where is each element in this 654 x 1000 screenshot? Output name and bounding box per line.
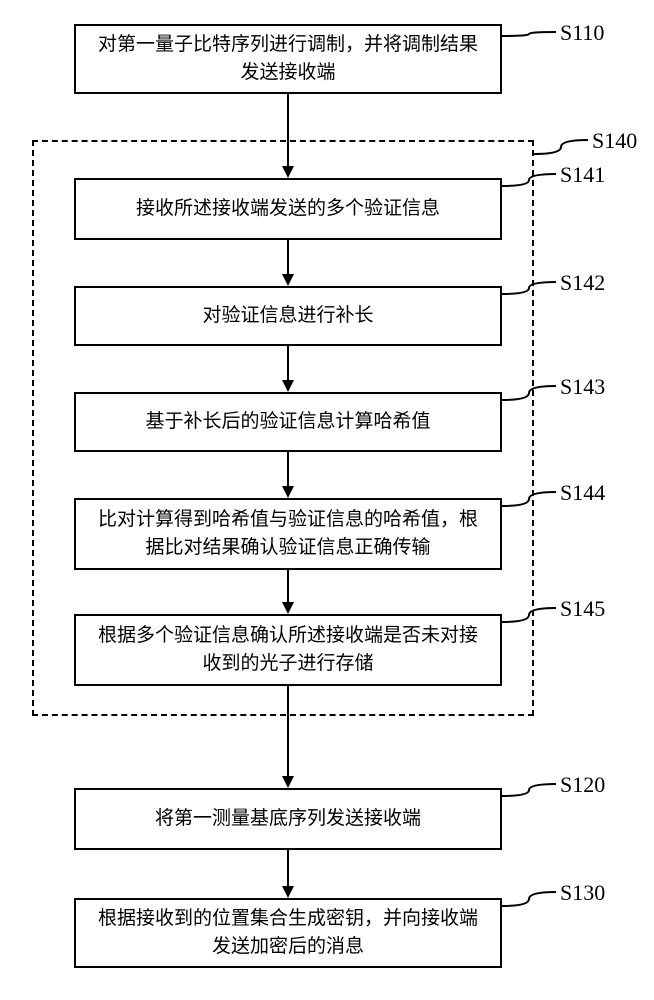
label-s144: S144: [560, 480, 605, 506]
label-s141: S141: [560, 162, 605, 188]
arrow-head: [282, 274, 294, 286]
label-s110: S110: [560, 20, 604, 46]
label-s143: S143: [560, 374, 605, 400]
label-s140: S140: [592, 128, 637, 154]
step-s145: 根据多个验证信息确认所述接收端是否未对接收到的光子进行存储: [74, 614, 502, 686]
step-s141: 接收所述接收端发送的多个验证信息: [74, 178, 502, 240]
callout-curve: [502, 892, 556, 906]
arrow-line: [287, 570, 289, 602]
arrow-head: [282, 486, 294, 498]
arrow-head: [282, 886, 294, 898]
arrow-head: [282, 602, 294, 614]
step-s144-text: 比对计算得到哈希值与验证信息的哈希值，根据比对结果确认验证信息正确传输: [98, 506, 478, 563]
arrow-head: [282, 380, 294, 392]
label-s145: S145: [560, 596, 605, 622]
arrow-line: [287, 452, 289, 486]
arrow-line: [287, 346, 289, 380]
step-s144: 比对计算得到哈希值与验证信息的哈希值，根据比对结果确认验证信息正确传输: [74, 498, 502, 570]
flowchart-container: 对第一量子比特序列进行调制，并将调制结果发送接收端 接收所述接收端发送的多个验证…: [0, 0, 654, 1000]
arrow-line: [287, 94, 289, 166]
step-s110-text: 对第一量子比特序列进行调制，并将调制结果发送接收端: [98, 31, 478, 88]
step-s143-text: 基于补长后的验证信息计算哈希值: [145, 408, 430, 437]
step-s143: 基于补长后的验证信息计算哈希值: [74, 392, 502, 452]
step-s110: 对第一量子比特序列进行调制，并将调制结果发送接收端: [74, 24, 502, 94]
callout-curve: [534, 140, 588, 154]
label-s120: S120: [560, 772, 605, 798]
step-s120-text: 将第一测量基底序列发送接收端: [155, 805, 421, 834]
arrow-line: [287, 240, 289, 274]
step-s141-text: 接收所述接收端发送的多个验证信息: [136, 195, 440, 224]
arrow-head: [282, 776, 294, 788]
callout-curve: [502, 784, 556, 796]
callout-curve: [502, 32, 556, 36]
arrow-head: [282, 166, 294, 178]
label-s130: S130: [560, 880, 605, 906]
step-s130: 根据接收到的位置集合生成密钥，并向接收端发送加密后的消息: [74, 898, 502, 968]
step-s120: 将第一测量基底序列发送接收端: [74, 788, 502, 850]
arrow-line: [287, 850, 289, 886]
step-s130-text: 根据接收到的位置集合生成密钥，并向接收端发送加密后的消息: [98, 905, 478, 962]
step-s142-text: 对验证信息进行补长: [202, 302, 373, 331]
step-s145-text: 根据多个验证信息确认所述接收端是否未对接收到的光子进行存储: [98, 622, 478, 679]
label-s142: S142: [560, 270, 605, 296]
step-s142: 对验证信息进行补长: [74, 286, 502, 346]
arrow-line: [287, 686, 289, 776]
